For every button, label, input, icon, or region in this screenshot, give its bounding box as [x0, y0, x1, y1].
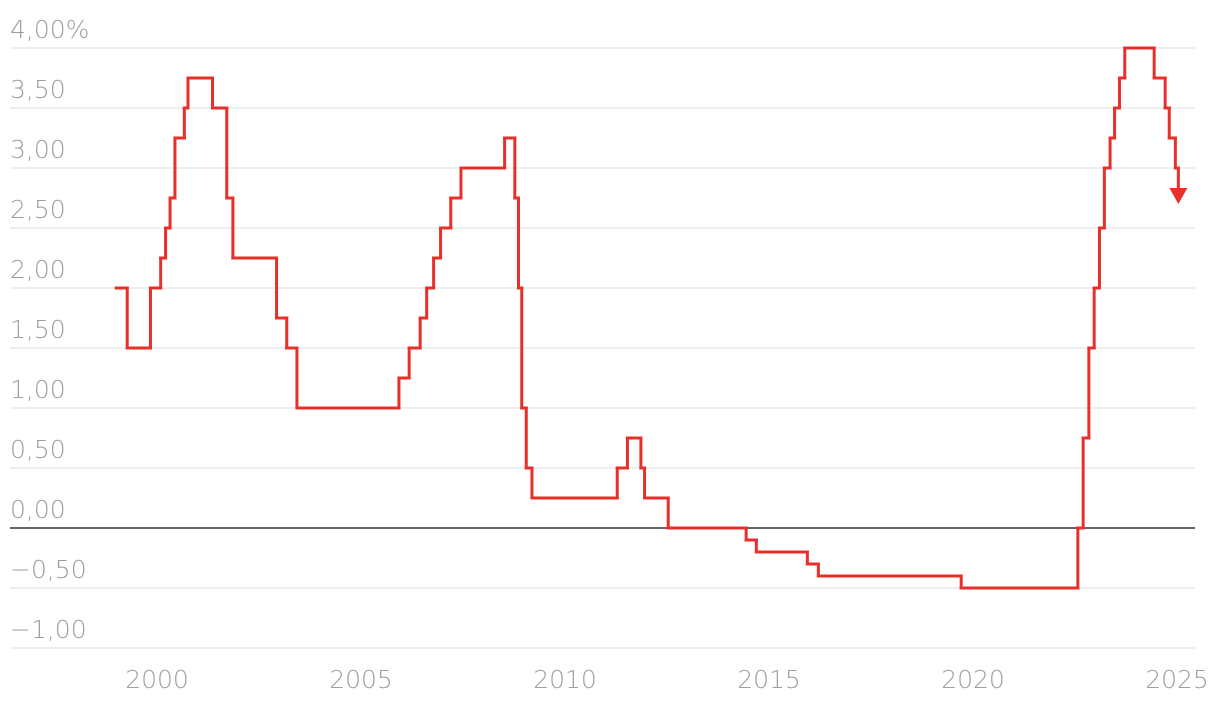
y-tick-label: −0,50 [10, 555, 87, 584]
x-tick-label: 2010 [533, 665, 597, 694]
x-tick-label: 2005 [329, 665, 393, 694]
y-tick-label: 1,00 [10, 375, 66, 404]
x-tick-label: 2020 [941, 665, 1005, 694]
y-tick-label: 3,50 [10, 75, 66, 104]
y-tick-label: 0,00 [10, 495, 66, 524]
y-tick-label: −1,00 [10, 615, 87, 644]
y-tick-label: 3,00 [10, 135, 66, 164]
y-tick-label: 4,00% [10, 15, 89, 44]
x-tick-label: 2025 [1145, 665, 1209, 694]
x-tick-label: 2000 [125, 665, 189, 694]
y-tick-label: 1,50 [10, 315, 66, 344]
y-tick-label: 2,00 [10, 255, 66, 284]
arrow-head [1169, 188, 1188, 204]
y-tick-label: 2,50 [10, 195, 66, 224]
x-tick-label: 2015 [737, 665, 801, 694]
y-tick-label: 0,50 [10, 435, 66, 464]
